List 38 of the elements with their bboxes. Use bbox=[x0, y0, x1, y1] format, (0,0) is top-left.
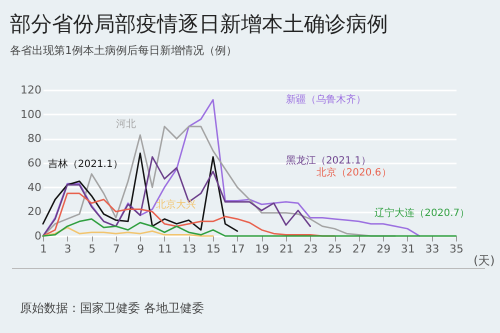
line-series bbox=[42, 218, 457, 237]
x-tick-label: 33 bbox=[425, 242, 440, 256]
x-tick-label: 7 bbox=[112, 242, 120, 256]
y-tick-label: 20 bbox=[28, 205, 42, 218]
x-tick-label: 23 bbox=[304, 242, 318, 256]
text: 北京（2020.6） bbox=[316, 166, 392, 179]
chart-subtitle: 各省出现第1例本土病例后每日新增情况（例） bbox=[10, 44, 237, 57]
y-tick-label: 100 bbox=[20, 108, 42, 121]
line-series bbox=[42, 152, 238, 232]
text: 原始数据：国家卫健委 各地卫健委 bbox=[20, 300, 204, 317]
y-tick-label: 0 bbox=[34, 230, 42, 242]
y-tick-label: 80 bbox=[28, 132, 42, 146]
x-tick-label: 5 bbox=[88, 242, 96, 256]
x-tick-label: 11 bbox=[158, 242, 172, 256]
x-tick-label: 3 bbox=[64, 242, 72, 256]
text: 新疆（乌鲁木齐） bbox=[286, 94, 366, 106]
series-label: 辽宁大连（2020.7） bbox=[374, 206, 470, 219]
y-tick-label: 40 bbox=[28, 180, 42, 194]
x-tick-label: 19 bbox=[255, 242, 270, 256]
y-tick-label: 120 bbox=[20, 84, 42, 96]
series-label: 河北 bbox=[116, 118, 136, 130]
x-tick-label: 27 bbox=[352, 242, 366, 256]
x-tick-label: 1 bbox=[40, 242, 47, 256]
x-tick-label: 21 bbox=[279, 242, 294, 256]
text: 黑龙江（2021.1） bbox=[286, 154, 371, 167]
x-tick-label: 17 bbox=[230, 242, 245, 256]
x-axis-title: (天) bbox=[474, 254, 495, 268]
x-tick-label: 13 bbox=[182, 242, 196, 256]
x-tick-label: 25 bbox=[328, 242, 342, 256]
x-tick-label: 15 bbox=[206, 242, 221, 256]
y-tick-label: 60 bbox=[28, 156, 42, 170]
chart-title: 部分省份局部疫情逐日新增本土确诊病例 bbox=[10, 12, 388, 36]
x-tick-label: 35 bbox=[450, 242, 464, 256]
x-tick-label: 31 bbox=[400, 242, 415, 256]
text: 北京大兴 bbox=[156, 198, 196, 210]
x-tick-label: 9 bbox=[137, 242, 144, 256]
series-label: 吉林（2021.1） bbox=[48, 158, 123, 170]
x-tick-label: 29 bbox=[376, 242, 391, 256]
